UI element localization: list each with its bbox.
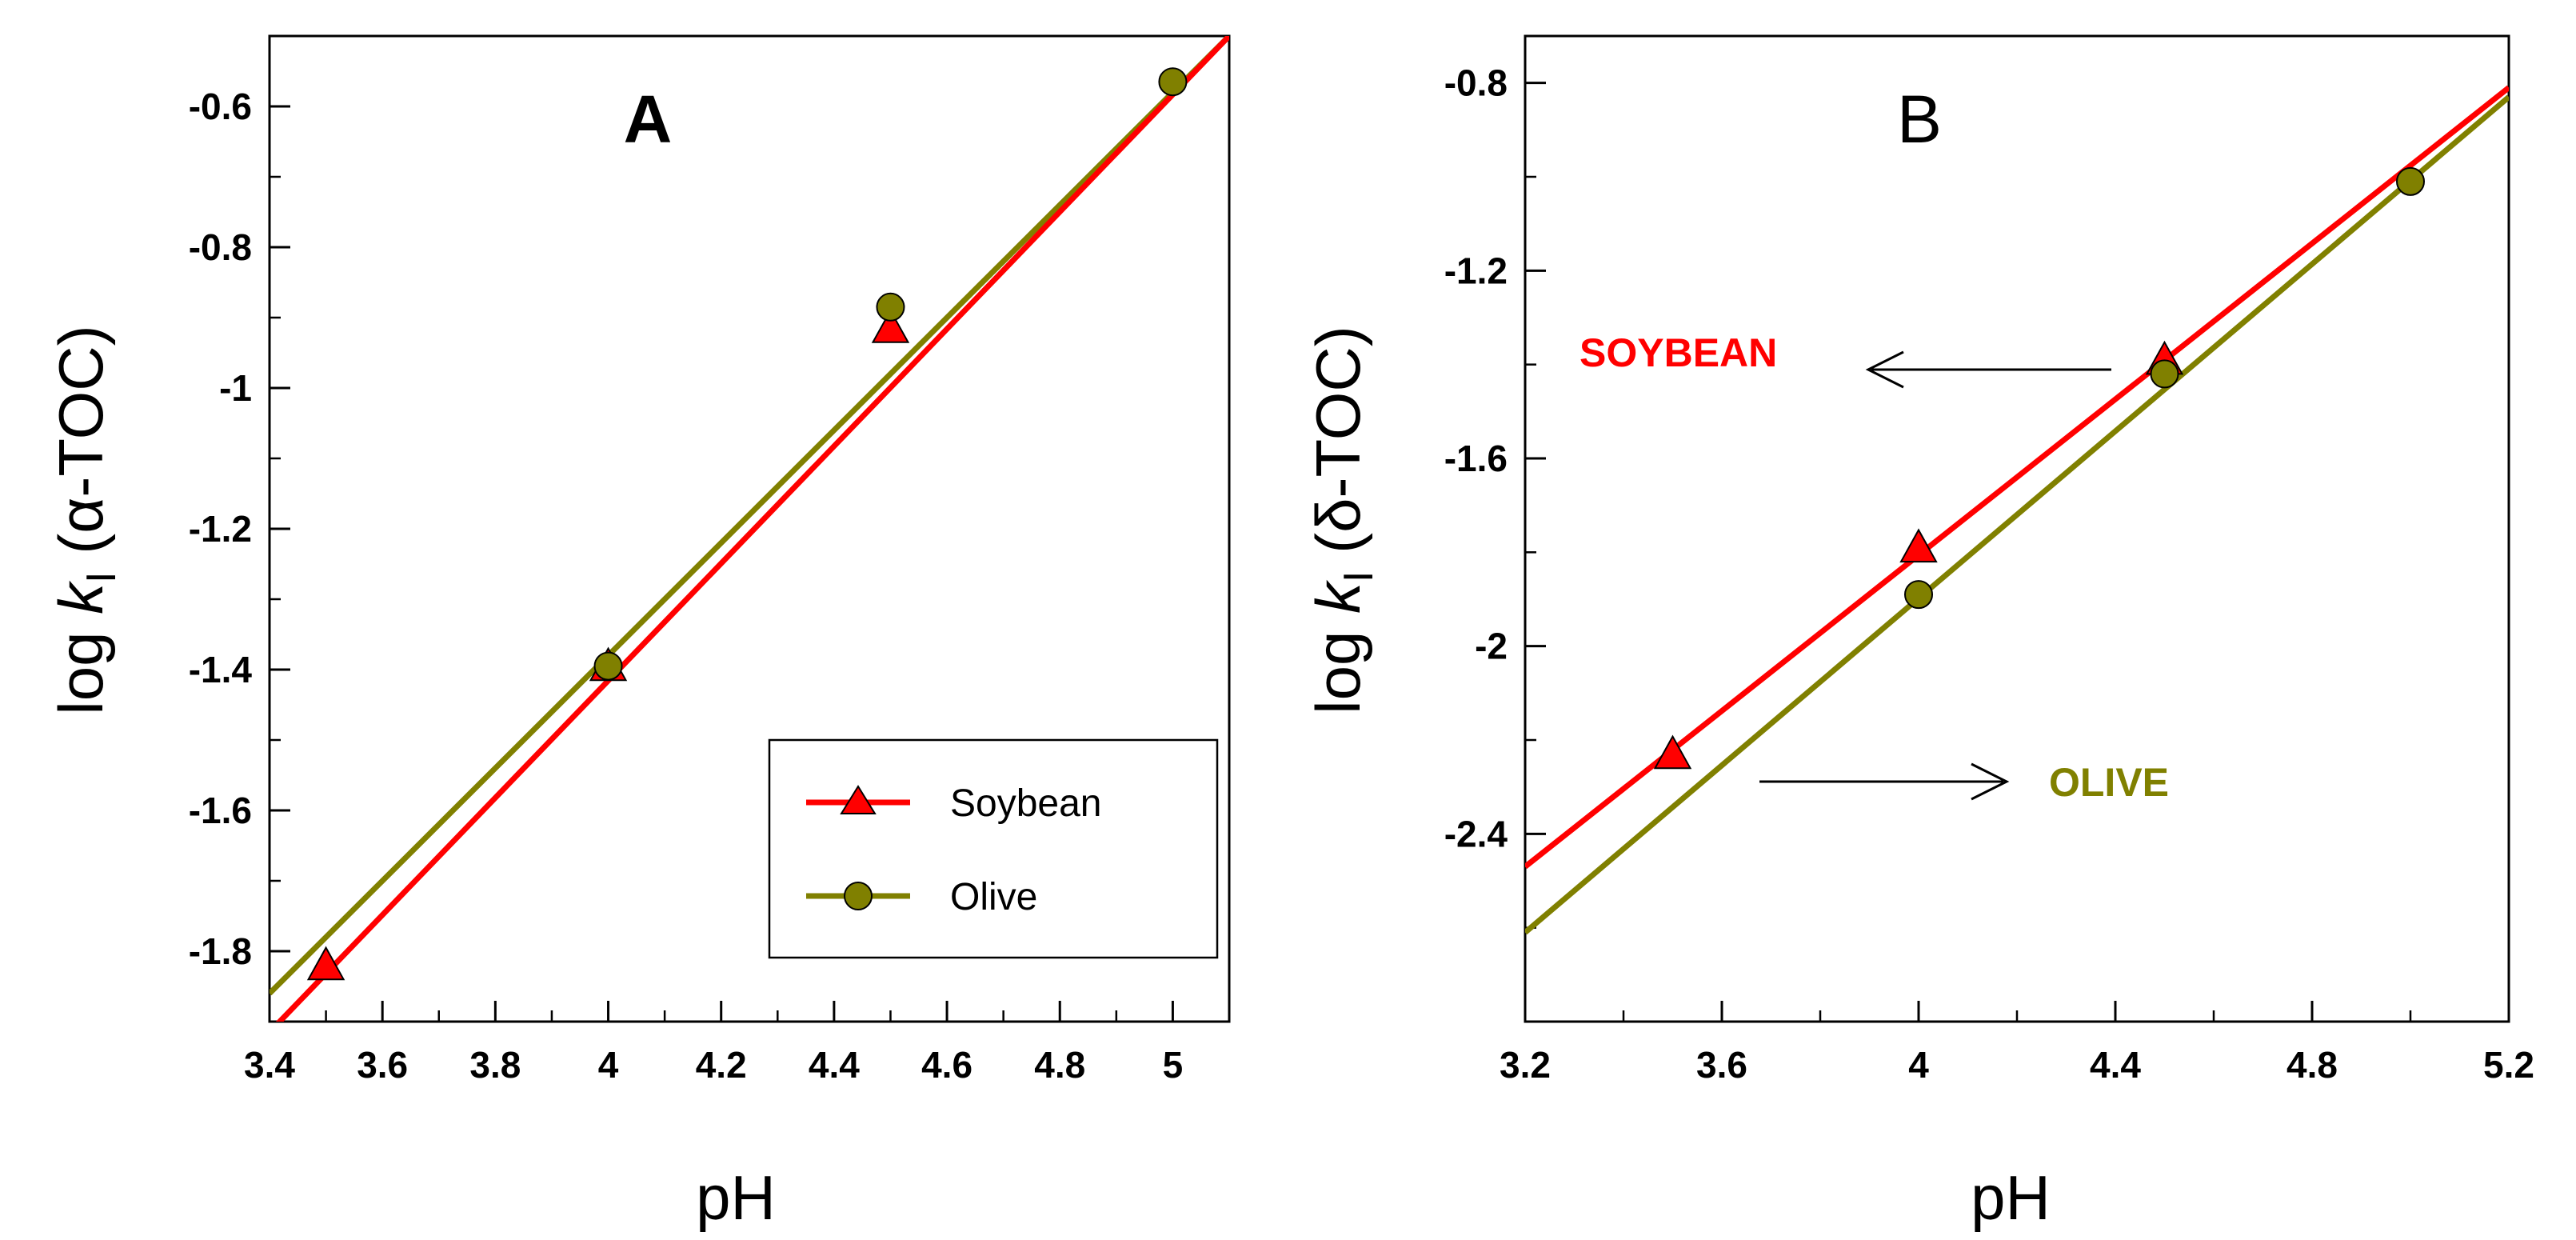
panel-b-fit-lines — [1525, 85, 2509, 935]
panel-b-label: B — [1897, 82, 1942, 157]
panel-b-soybean-fit-line — [1525, 85, 2509, 870]
panel-a-x-tick-label: 4.4 — [809, 1044, 860, 1086]
panel-b-y-title-subscript: I — [1336, 571, 1382, 582]
legend-soybean-triangle-icon — [840, 785, 877, 814]
panel-b-x-tick-label: 3.2 — [1500, 1044, 1551, 1086]
panel-a-soybean-point — [871, 309, 910, 343]
panel-a-legend: Soybean Olive — [768, 738, 1219, 959]
panel-a-y-title-subscript: I — [78, 571, 125, 582]
panel-b-data-points — [1653, 166, 2425, 770]
panel-b-y-tick-label: -0.8 — [1444, 62, 1508, 104]
olive-arrow-right-icon — [1971, 762, 2010, 801]
legend-entry-olive: Olive — [806, 876, 1037, 918]
panel-a-data-points — [306, 67, 1188, 981]
panel-a-y-title-suffix: (α-TOC) — [46, 325, 116, 571]
legend-entry-soybean: Soybean — [806, 782, 1102, 825]
panel-a-soybean-point — [306, 946, 345, 981]
soybean-arrow-left-icon — [1865, 350, 1904, 389]
panel-b-olive-point — [1904, 580, 1933, 610]
panel-b-y-tick-label: -1.6 — [1444, 438, 1508, 479]
legend-soybean-label: Soybean — [950, 782, 1102, 825]
panel-a-olive-fit-line — [270, 36, 1229, 996]
panel-b-x-axis-title: pH — [1971, 1162, 2051, 1233]
panel-b-x-tick-label: 4.4 — [2090, 1044, 2141, 1086]
panel-a-y-tick-label: -0.8 — [189, 226, 252, 268]
legend-olive-label: Olive — [950, 876, 1037, 918]
panel-b-ticks: 3.2 3.6 4 4.4 4.8 5.2 -2.4 -2 -1.6 -1.2 -0.8 — [1444, 62, 2534, 1086]
panel-a-soybean-fit-line — [275, 36, 1229, 1022]
panel-a-ticks: 3.4 3.6 3.8 4 4.2 4.4 4.6 4.8 5 -1.8 -1.6 -1.4 -1.2 -… — [189, 34, 1231, 1086]
olive-annotation-label: OLIVE — [2049, 760, 2169, 805]
panel-a-y-title-prefix: log — [46, 614, 116, 715]
panel-a-y-tick-label: -1.2 — [189, 508, 252, 550]
legend-olive-circle-icon — [844, 882, 873, 910]
panel-a-x-tick-label: 4.2 — [696, 1044, 747, 1086]
panel-a-x-tick-label: 5 — [1163, 1044, 1184, 1086]
soybean-annotation-label: SOYBEAN — [1580, 330, 1777, 375]
panel-a: 3.4 3.6 3.8 4 4.2 4.4 4.6 4.8 5 -1.8 -1.6 -1.4 -1.2 -… — [46, 34, 1231, 1233]
panel-a-x-tick-label: 3.8 — [469, 1044, 521, 1086]
panel-b-soybean-point — [1899, 528, 1938, 563]
panel-b-soybean-point — [1653, 734, 1692, 770]
panel-b: 3.2 3.6 4 4.4 4.8 5.2-2.4-2-1.6-1.2-0.8 B pH … — [1303, 34, 2534, 1233]
panel-b-y-title-prefix: log — [1303, 614, 1373, 714]
legend-box — [768, 738, 1219, 959]
panel-b-x-tick-label: 4.8 — [2286, 1044, 2338, 1086]
panel-b-y-tick-label: -2 — [1475, 626, 1508, 667]
panel-a-fit-lines — [270, 36, 1229, 1022]
panel-a-y-axis-title: log kI (α-TOC) — [46, 325, 125, 714]
panel-b-y-axis-title: log kI (δ-TOC) — [1303, 326, 1382, 714]
panel-b-x-tick-label: 3.6 — [1696, 1044, 1747, 1086]
panel-a-x-tick-label: 3.4 — [244, 1044, 295, 1086]
panel-b-olive-point — [2396, 166, 2425, 196]
panel-b-x-tick-label: 5.2 — [2483, 1044, 2534, 1086]
panel-a-x-tick-label: 4.8 — [1034, 1044, 1085, 1086]
panel-a-x-axis-title: pH — [696, 1162, 776, 1233]
olive-annotation: OLIVE — [1759, 760, 2169, 805]
panel-a-olive-point — [876, 292, 905, 322]
panel-a-y-title-k: k — [46, 580, 116, 614]
panel-a-label: A — [624, 82, 673, 157]
soybean-annotation: SOYBEAN — [1580, 330, 2111, 389]
panel-a-y-tick-label: -1.6 — [189, 790, 252, 831]
panel-b-y-tick-label: -1.2 — [1444, 250, 1508, 291]
panel-a-y-tick-label: -1.4 — [189, 649, 253, 690]
panel-a-olive-point — [593, 651, 623, 681]
panel-a-x-tick-label: 4 — [598, 1044, 619, 1086]
panel-a-olive-point — [1158, 67, 1188, 97]
panel-a-y-tick-label: -1.8 — [189, 930, 252, 972]
panel-b-y-title-k: k — [1303, 579, 1373, 614]
panel-b-olive-fit-line — [1525, 94, 2509, 935]
panel-a-y-tick-label: -0.6 — [189, 86, 252, 127]
panel-b-y-title-suffix: (δ-TOC) — [1303, 326, 1373, 570]
panel-b-y-tick-label: -2.4 — [1444, 813, 1508, 854]
panel-a-x-tick-label: 4.6 — [921, 1044, 972, 1086]
panel-b-olive-point — [2150, 359, 2179, 389]
panel-a-y-tick-label: -1 — [219, 367, 252, 409]
panel-a-x-tick-label: 3.6 — [357, 1044, 408, 1086]
panel-b-x-tick-label: 4 — [1908, 1044, 1929, 1086]
panel-b-plot-frame — [1524, 34, 2510, 1023]
